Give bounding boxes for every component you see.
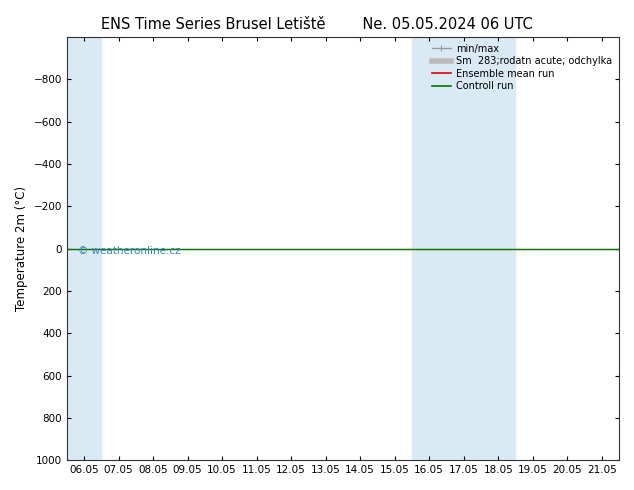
Bar [412,37,515,460]
Legend: min/max, Sm  283;rodatn acute; odchylka, Ensemble mean run, Controll run: min/max, Sm 283;rodatn acute; odchylka, … [430,42,614,93]
Bar [67,37,101,460]
Text: ENS Time Series Brusel Letiště        Ne. 05.05.2024 06 UTC: ENS Time Series Brusel Letiště Ne. 05.05… [101,17,533,32]
Text: © weatheronline.cz: © weatheronline.cz [78,246,181,256]
Y-axis label: Temperature 2m (°C): Temperature 2m (°C) [15,186,28,311]
